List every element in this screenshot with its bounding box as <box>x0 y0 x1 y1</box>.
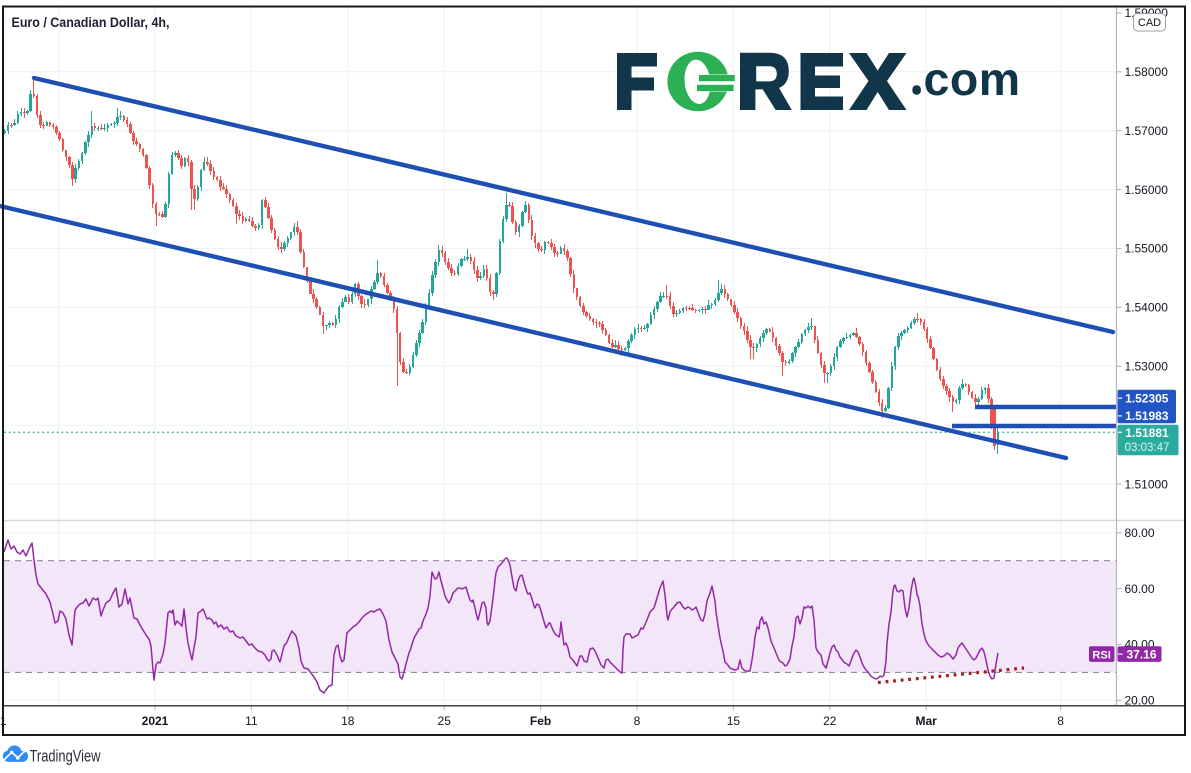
svg-text:RSI: RSI <box>1092 649 1110 661</box>
svg-text:1.52305: 1.52305 <box>1125 391 1169 405</box>
svg-text:80.00: 80.00 <box>1125 526 1155 540</box>
svg-text:18: 18 <box>341 714 355 728</box>
svg-text:03:03:47: 03:03:47 <box>1125 442 1170 454</box>
svg-text:1: 1 <box>0 714 7 728</box>
svg-text:1.58000: 1.58000 <box>1125 65 1169 79</box>
svg-text:1.55000: 1.55000 <box>1125 242 1169 256</box>
svg-text:1.54000: 1.54000 <box>1125 301 1169 315</box>
svg-text:1.56000: 1.56000 <box>1125 183 1169 197</box>
svg-text:8: 8 <box>634 714 641 728</box>
svg-text:2021: 2021 <box>142 714 169 728</box>
svg-text:8: 8 <box>1057 714 1064 728</box>
svg-text:20.00: 20.00 <box>1125 694 1155 708</box>
svg-text:37.16: 37.16 <box>1126 647 1156 661</box>
svg-text:TradingView: TradingView <box>30 746 102 765</box>
svg-text:CAD: CAD <box>1138 17 1161 29</box>
svg-text:15: 15 <box>727 714 741 728</box>
svg-text:com: com <box>924 53 1021 105</box>
svg-text:1.57000: 1.57000 <box>1125 124 1169 138</box>
svg-text:Feb: Feb <box>530 714 551 728</box>
svg-text:60.00: 60.00 <box>1125 582 1155 596</box>
svg-text:1.51000: 1.51000 <box>1125 477 1169 491</box>
svg-text:11: 11 <box>245 714 258 728</box>
svg-text:1.51881: 1.51881 <box>1125 426 1169 440</box>
svg-text:Euro / Canadian Dollar, 4h,: Euro / Canadian Dollar, 4h, <box>12 14 170 30</box>
svg-text:1.51983: 1.51983 <box>1125 409 1169 423</box>
svg-text:1.53000: 1.53000 <box>1125 360 1169 374</box>
svg-text:22: 22 <box>823 714 837 728</box>
svg-text:Mar: Mar <box>916 714 938 728</box>
svg-text:25: 25 <box>438 714 452 728</box>
